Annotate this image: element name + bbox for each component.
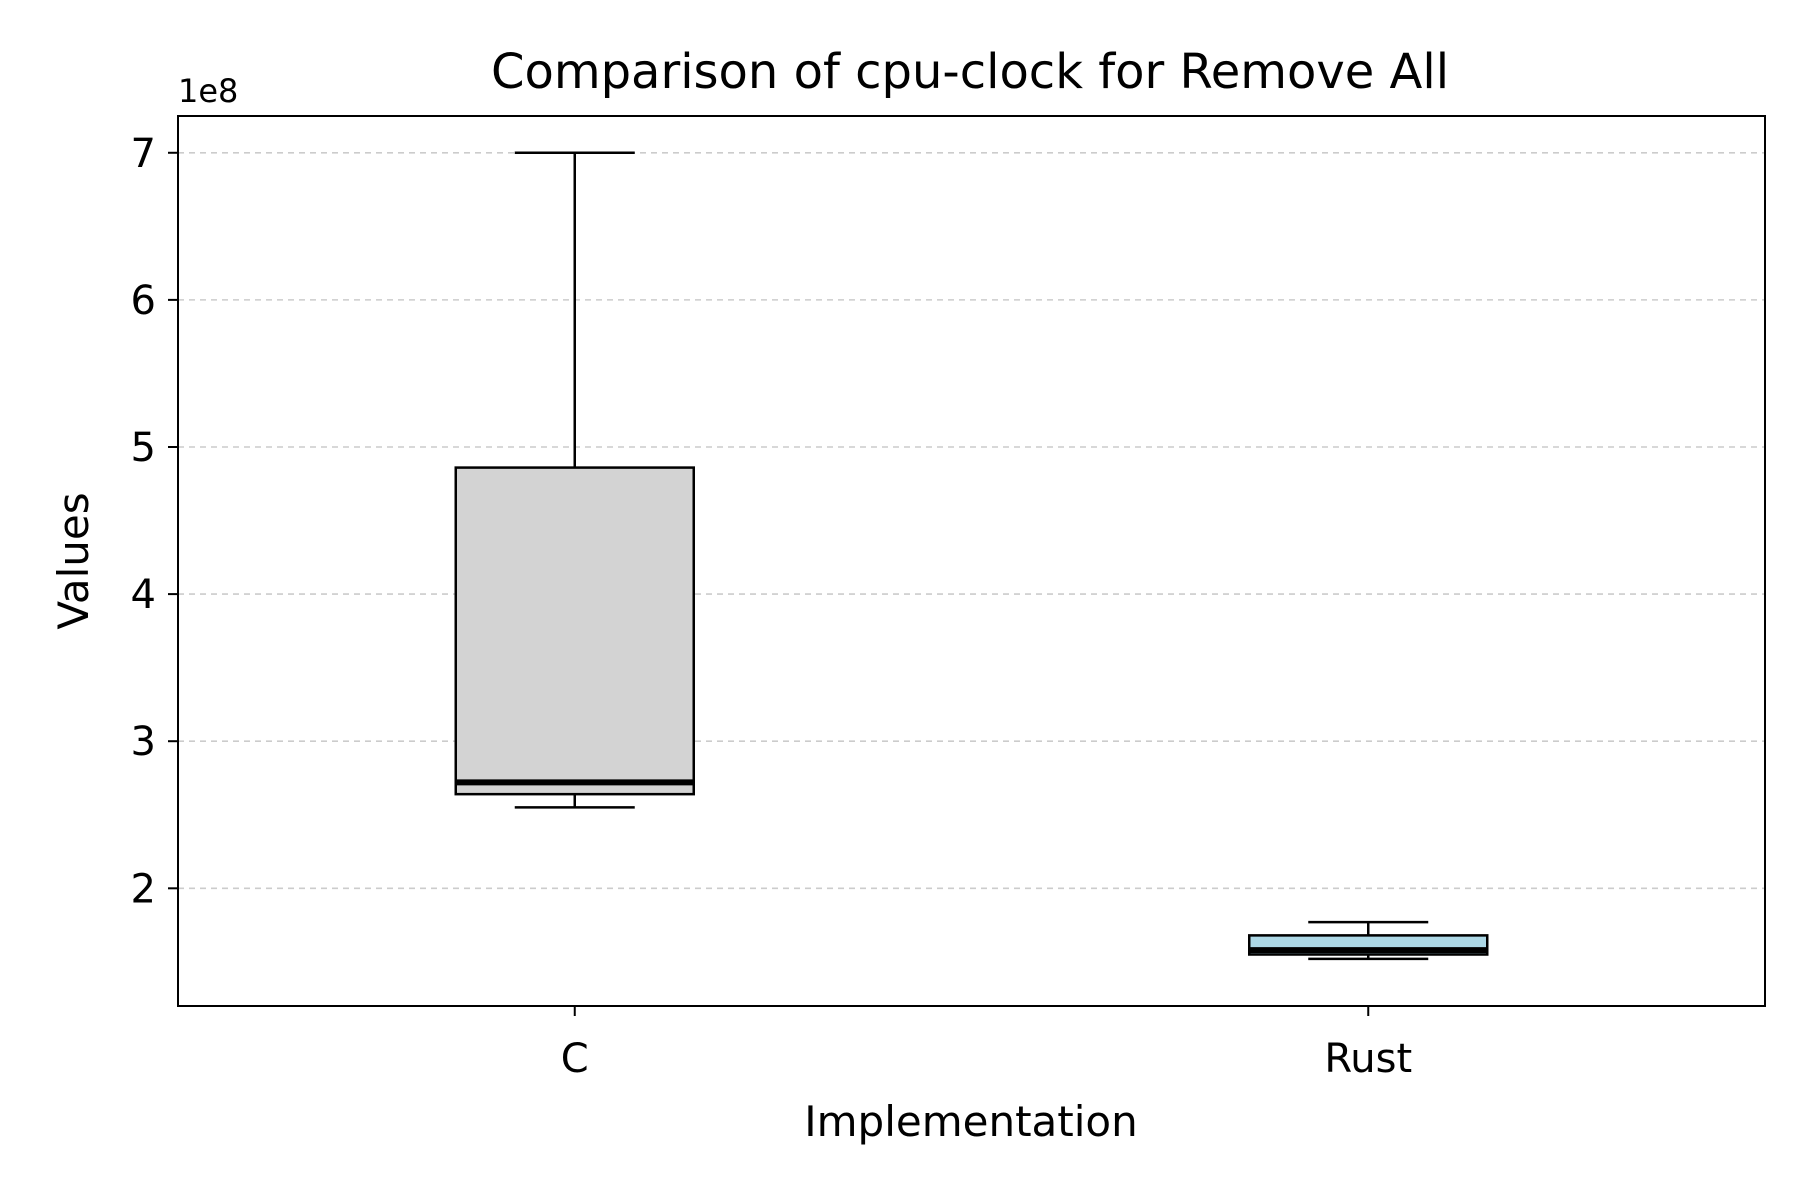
chart-title: Comparison of cpu-clock for Remove All: [491, 44, 1449, 100]
y-tick-label: 7: [131, 131, 156, 177]
y-tick-label: 3: [131, 719, 156, 765]
x-tick-label: C: [561, 1036, 589, 1082]
box-rust: [1248, 920, 1489, 961]
x-tick-label: Rust: [1324, 1036, 1412, 1082]
box-c: [454, 151, 695, 809]
y-tick-label: 4: [131, 572, 156, 618]
y-tick-label: 6: [131, 278, 156, 324]
x-axis-label: Implementation: [804, 1097, 1138, 1146]
plot-area-frame: [177, 115, 1766, 1007]
box-iqr: [454, 466, 695, 796]
grid-lines: [178, 151, 1765, 890]
box-series: [454, 151, 1489, 961]
y-tick-label: 2: [131, 866, 156, 912]
x-axis-ticks: C Rust: [561, 1006, 1412, 1082]
y-axis-ticks: 2 3 4 5 6 7: [131, 131, 178, 912]
y-axis-label: Values: [49, 492, 98, 629]
y-axis-offset-label: 1e8: [178, 72, 238, 110]
y-tick-label: 5: [131, 425, 156, 471]
